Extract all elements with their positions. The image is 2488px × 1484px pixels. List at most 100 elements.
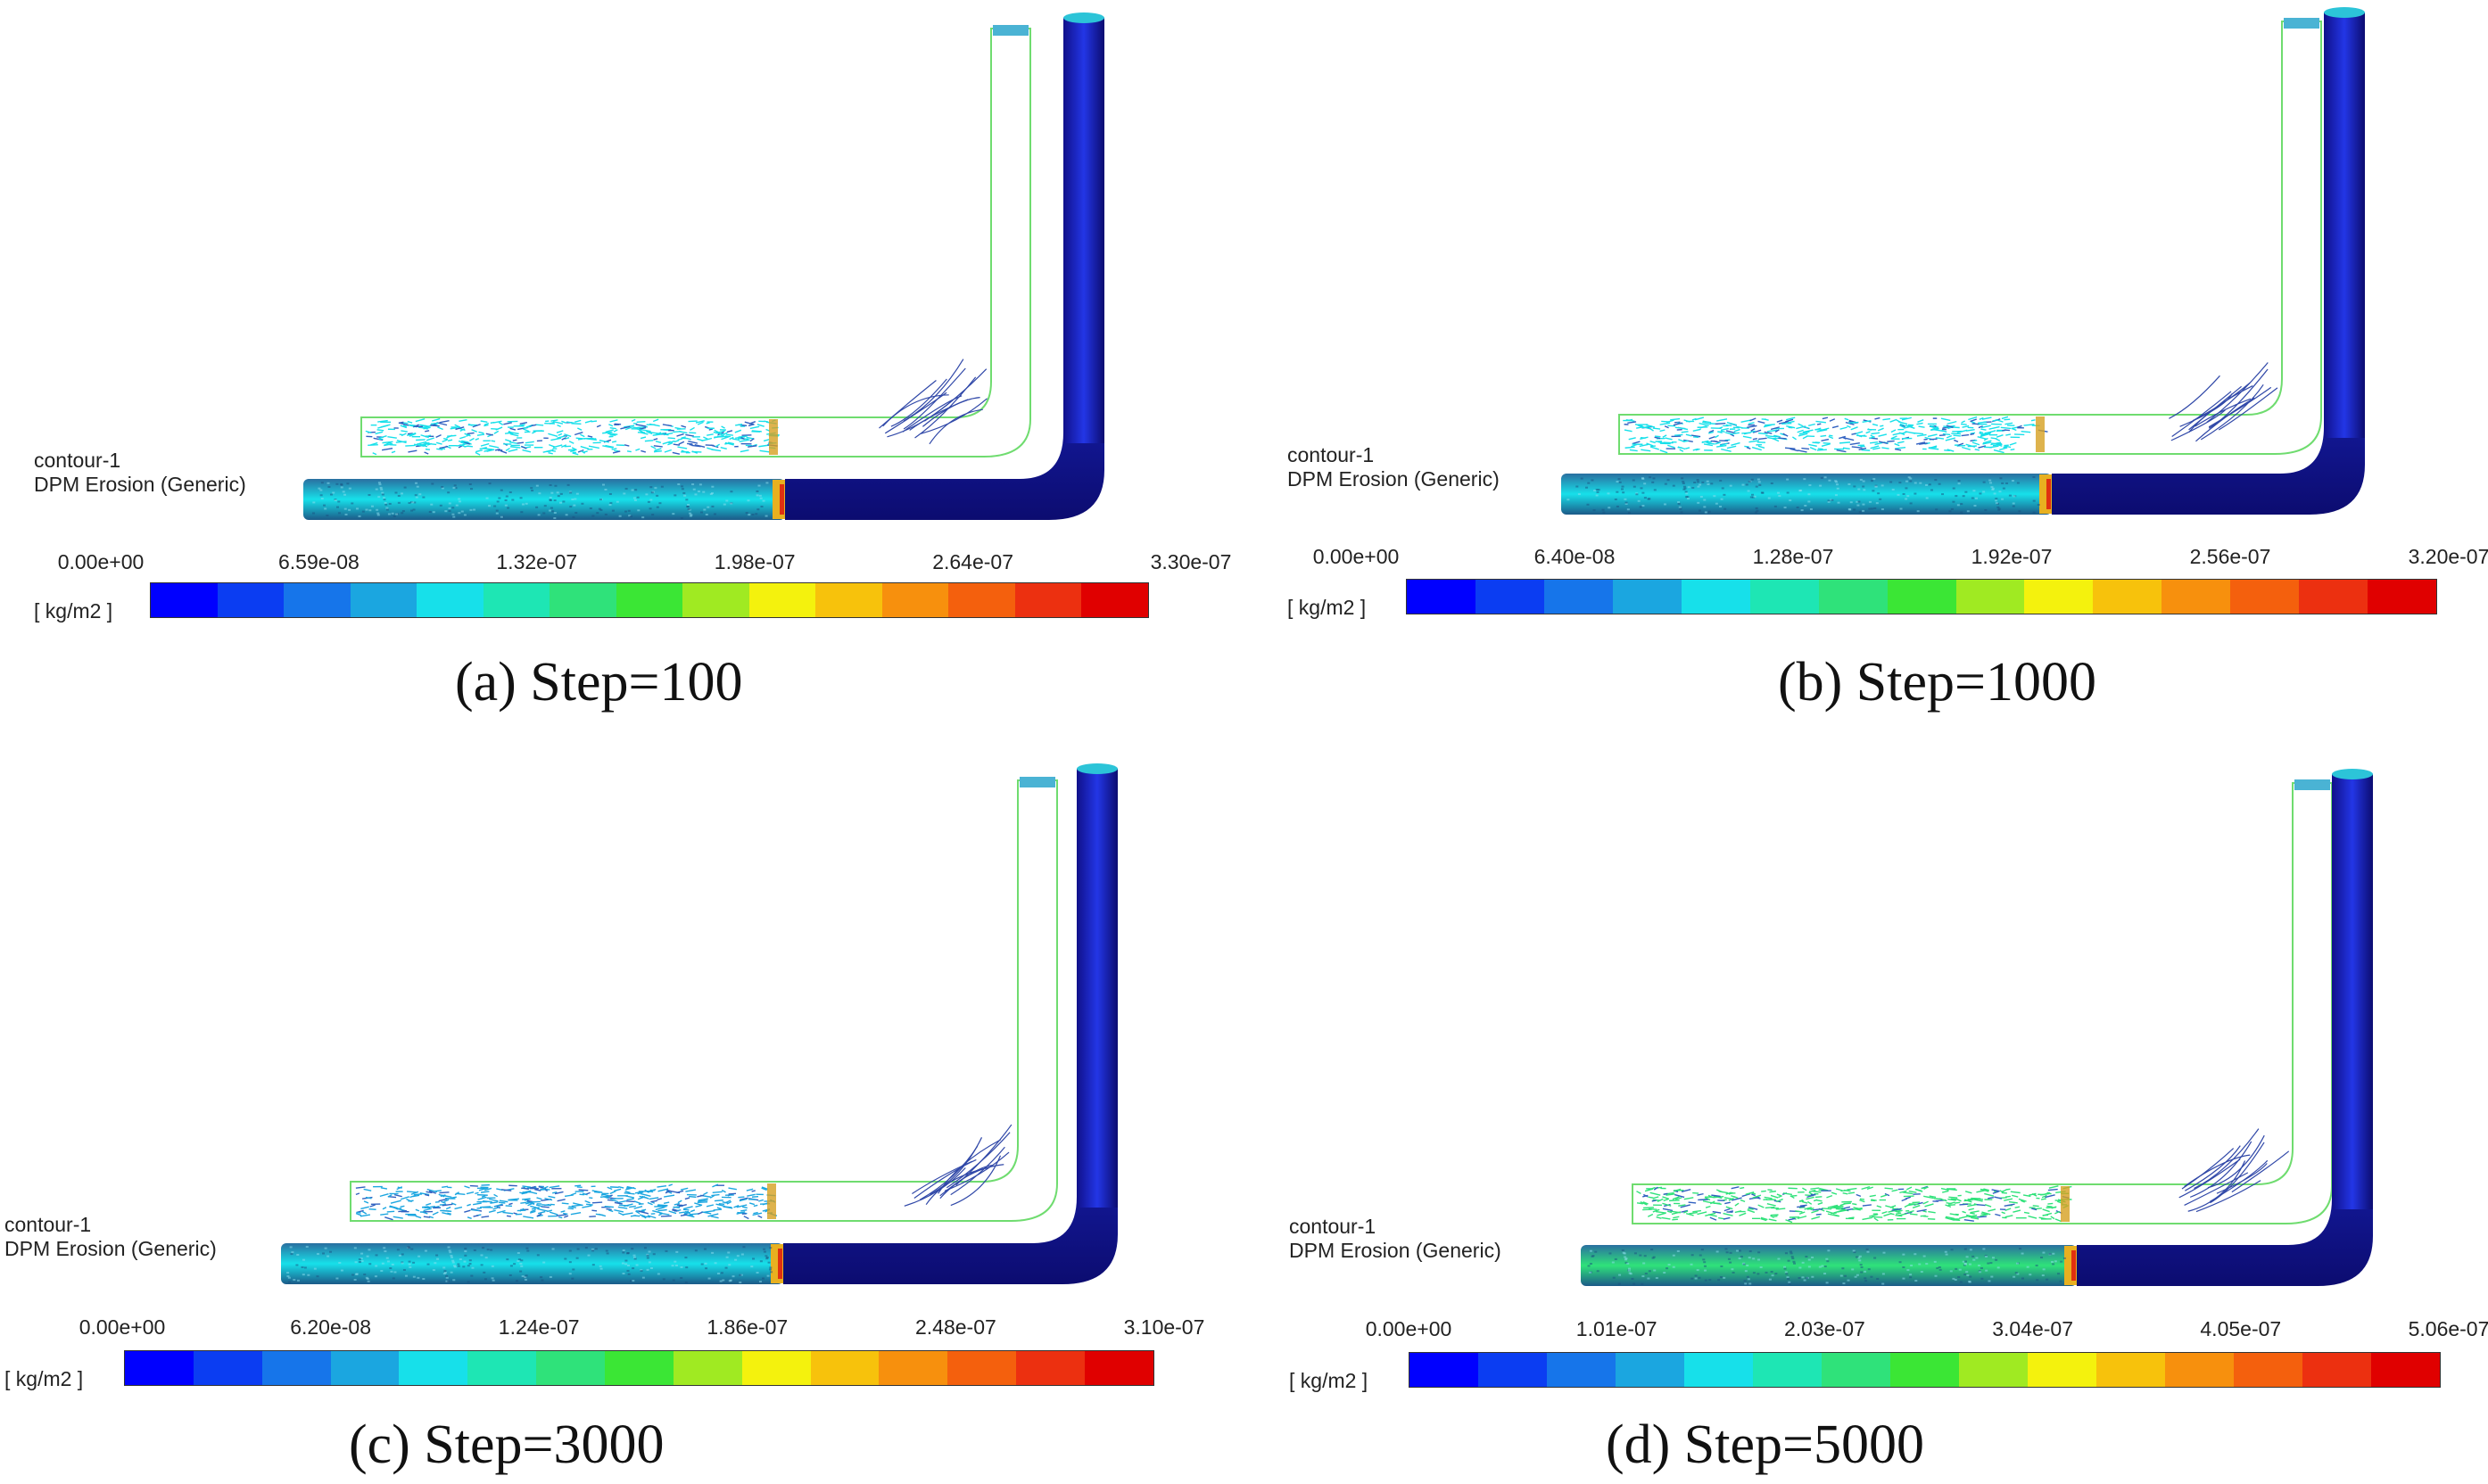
panel-caption: (d) Step=5000 [1606, 1414, 1924, 1475]
colorbar-unit: [ kg/m2 ] [4, 1367, 84, 1390]
colorbar-segment [1014, 583, 1082, 617]
colorbar-segment [2028, 1353, 2096, 1387]
colorbar-segment [879, 1351, 948, 1385]
colorbar-segment [1543, 580, 1613, 614]
contour-name: contour-1 [1289, 1215, 1376, 1238]
colorbar-segment [1016, 1351, 1086, 1385]
colorbar-segment [1822, 1353, 1890, 1387]
colorbar-tick-label: 1.98e-07 [714, 550, 796, 573]
colorbar-tick-label: 6.20e-08 [290, 1315, 371, 1339]
colorbar-segment [2162, 580, 2231, 614]
colorbar-segment [682, 583, 749, 617]
colorbar-segment [1959, 1353, 2028, 1387]
colorbar-segment [284, 583, 351, 617]
panel-caption: (a) Step=100 [455, 652, 743, 713]
particle-track-outline [360, 25, 1031, 458]
contour-variable: DPM Erosion (Generic) [1289, 1239, 1501, 1262]
colorbar-segment [1407, 580, 1475, 614]
colorbar-segment [616, 583, 683, 617]
colorbar-segment [399, 1351, 468, 1385]
colorbar-segment [2230, 580, 2300, 614]
colorbar-segment [193, 1351, 262, 1385]
colorbar-segment [815, 583, 882, 617]
colorbar-segment [810, 1351, 880, 1385]
contour-variable: DPM Erosion (Generic) [4, 1237, 217, 1260]
colorbar-segment [217, 583, 285, 617]
colorbar-segment [151, 583, 218, 617]
colorbar-tick-label: 0.00e+00 [1365, 1317, 1452, 1340]
colorbar-tick-label: 1.24e-07 [498, 1315, 580, 1339]
colorbar-segment [417, 583, 484, 617]
colorbar-segment [2368, 580, 2437, 614]
contour-variable: DPM Erosion (Generic) [1287, 467, 1500, 491]
colorbar-segment [1681, 580, 1750, 614]
colorbar-segment [1475, 580, 1544, 614]
colorbar-segment [1684, 1353, 1753, 1387]
colorbar-tick-label: 6.59e-08 [277, 550, 360, 573]
contour-name: contour-1 [1287, 443, 1375, 466]
pipe-model [1561, 7, 2365, 515]
colorbar-segment [1547, 1353, 1616, 1387]
colorbar-segment [605, 1351, 674, 1385]
colorbar-segment [2299, 580, 2368, 614]
particle-track-outline [1632, 779, 2333, 1224]
colorbar-segment [483, 583, 550, 617]
colorbar-tick-label: 2.48e-07 [914, 1315, 996, 1339]
colorbar-tick-label: 2.64e-07 [932, 550, 1013, 573]
colorbar-segment [1749, 580, 1819, 614]
colorbar-segment [125, 1351, 194, 1385]
colorbar-segment [947, 1351, 1017, 1385]
colorbar-segment [1616, 1353, 1684, 1387]
colorbar-tick-label: 3.10e-07 [1123, 1315, 1205, 1339]
colorbar-segment [673, 1351, 742, 1385]
colorbar-tick-label: 1.01e-07 [1575, 1317, 1657, 1340]
colorbar-segment [881, 583, 949, 617]
colorbar-segment [2024, 580, 2094, 614]
colorbar-tick-label: 1.86e-07 [707, 1315, 789, 1339]
colorbar-segment [1887, 580, 1956, 614]
colorbar-tick-label: 2.03e-07 [1783, 1317, 1865, 1340]
colorbar-segment [1085, 1351, 1153, 1385]
colorbar-tick-label: 5.06e-07 [2408, 1317, 2488, 1340]
colorbar-segment [1753, 1353, 1822, 1387]
pipe-model [303, 12, 1104, 520]
colorbar-tick-label: 3.20e-07 [2408, 545, 2488, 568]
colorbar-unit: [ kg/m2 ] [1289, 1369, 1368, 1392]
contour-name: contour-1 [34, 449, 121, 472]
particle-track-outline [1618, 18, 2322, 455]
pipe-model [281, 763, 1118, 1284]
colorbar-segment [2234, 1353, 2302, 1387]
colorbar-segment [2093, 580, 2162, 614]
colorbar-segment [741, 1351, 811, 1385]
colorbar-segment [2302, 1353, 2371, 1387]
colorbar-tick-label: 1.32e-07 [496, 550, 578, 573]
colorbar-unit: [ kg/m2 ] [34, 599, 113, 622]
colorbar-segment [261, 1351, 331, 1385]
colorbar-tick-label: 0.00e+00 [57, 550, 145, 573]
pipe-model [1581, 769, 2373, 1286]
colorbar [1406, 579, 2437, 614]
colorbar [1409, 1352, 2441, 1388]
colorbar-segment [2165, 1353, 2234, 1387]
colorbar-segment [1612, 580, 1682, 614]
colorbar-unit: [ kg/m2 ] [1287, 596, 1367, 619]
colorbar-segment [1409, 1353, 1478, 1387]
panel-caption: (c) Step=3000 [349, 1414, 665, 1475]
colorbar-segment [948, 583, 1015, 617]
panel-caption: (b) Step=1000 [1778, 652, 2096, 713]
colorbar-segment [2371, 1353, 2440, 1387]
colorbar-segment [1478, 1353, 1547, 1387]
colorbar-tick-label: 4.05e-07 [2200, 1317, 2282, 1340]
colorbar-segment [330, 1351, 400, 1385]
colorbar-tick-label: 2.56e-07 [2189, 545, 2271, 568]
colorbar-tick-label: 1.92e-07 [1971, 545, 2053, 568]
colorbar [150, 582, 1149, 618]
colorbar-tick-label: 0.00e+00 [79, 1315, 166, 1339]
colorbar-segment [350, 583, 417, 617]
colorbar-segment [748, 583, 816, 617]
colorbar-segment [1818, 580, 1888, 614]
